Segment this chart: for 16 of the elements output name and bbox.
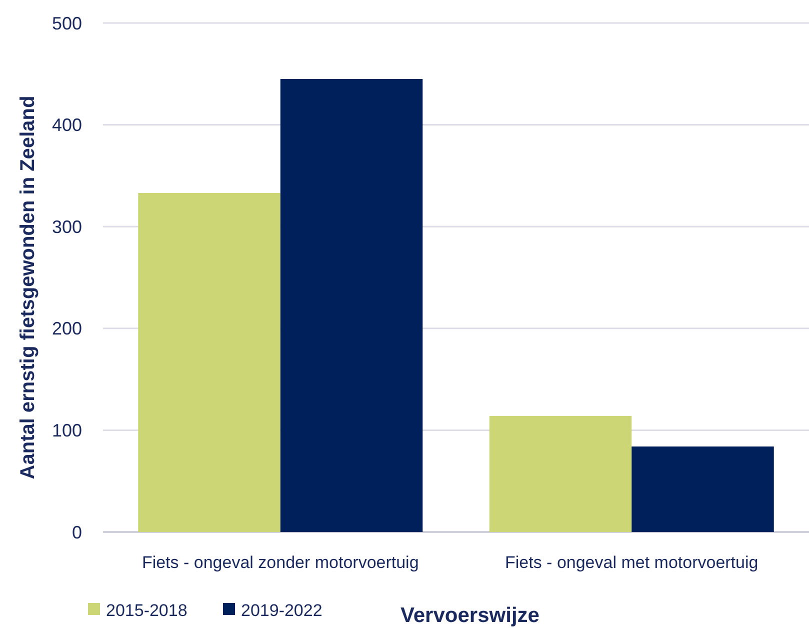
bar (280, 78, 423, 532)
x-tick-label: Fiets - ongeval zonder motorvoertuig (142, 553, 419, 572)
bar (489, 416, 632, 532)
legend-label: 2015-2018 (106, 601, 188, 620)
x-tick-label: Fiets - ongeval met motorvoertuig (505, 553, 758, 572)
y-tick-label: 500 (52, 13, 82, 34)
y-tick-label: 300 (52, 216, 82, 237)
y-tick-label: 100 (52, 420, 82, 440)
y-tick-label: 200 (52, 318, 82, 339)
y-tick-label: 0 (72, 522, 82, 542)
legend-label: 2019-2022 (241, 601, 322, 620)
bar (632, 446, 774, 532)
y-tick-label: 400 (52, 115, 82, 136)
x-axis-title: Vervoerswijze (400, 604, 540, 627)
bar (138, 193, 280, 532)
y-axis-title: Aantal ernstig fietsgewonden in Zeeland (17, 96, 39, 480)
